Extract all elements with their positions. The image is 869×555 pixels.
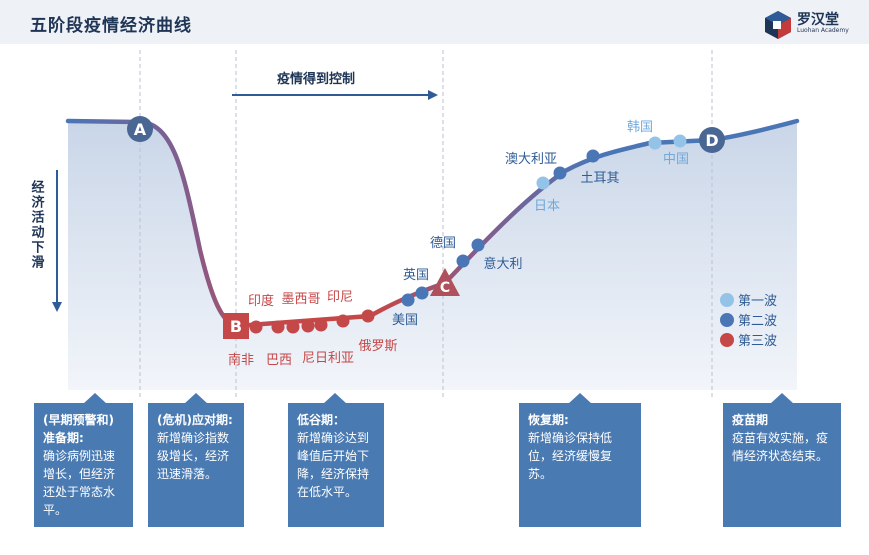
label-russia: 俄罗斯 bbox=[358, 339, 397, 354]
stage-title: 疫苗期 bbox=[732, 413, 769, 427]
header-bar bbox=[0, 0, 869, 44]
stage-card-vaccine: 疫苗期 疫苗有效实施，疫情经济状态结束。 bbox=[723, 403, 841, 527]
legend-wave2-swatch bbox=[720, 313, 734, 327]
dot-mexico bbox=[301, 319, 315, 333]
legend-wave3-swatch bbox=[720, 333, 734, 347]
label-india: 印度 bbox=[248, 293, 274, 309]
label-brazil: 巴西 bbox=[266, 353, 292, 368]
label-china: 中国 bbox=[663, 152, 689, 167]
label-germany: 德国 bbox=[430, 236, 456, 251]
point-b-label: B bbox=[230, 317, 242, 336]
brand-name: 罗汉堂 bbox=[797, 12, 839, 28]
label-south-africa: 南非 bbox=[228, 352, 254, 368]
cube-logo-icon bbox=[765, 11, 791, 39]
dot-south-africa bbox=[249, 320, 263, 334]
label-usa: 美国 bbox=[392, 313, 418, 328]
dot-indonesia bbox=[336, 314, 350, 328]
dot-germany bbox=[471, 238, 485, 252]
control-arrow-label: 疫情得到控制 bbox=[277, 71, 355, 87]
legend-wave1-label: 第一波 bbox=[738, 294, 777, 309]
label-korea: 韩国 bbox=[627, 120, 653, 135]
legend: 第一波 第二波 第三波 bbox=[720, 293, 777, 349]
label-uk: 英国 bbox=[403, 268, 429, 283]
legend-wave1-swatch bbox=[720, 293, 734, 307]
stage-desc: 新增确诊指数级增长，经济迅速滑落。 bbox=[157, 431, 230, 481]
brand-subtitle: Luohan Academy bbox=[797, 27, 849, 34]
point-a-marker: A bbox=[127, 116, 153, 142]
dot-brazil bbox=[286, 320, 300, 334]
stage-desc: 新增确诊达到峰值后开始下降，经济保持在低水平。 bbox=[297, 431, 370, 499]
page-title: 五阶段疫情经济曲线 bbox=[30, 16, 192, 36]
stage-desc: 新增确诊保持低位，经济缓慢复苏。 bbox=[528, 431, 613, 481]
dot-china bbox=[673, 134, 687, 148]
stage-card-trough: 低谷期： 新增确诊达到峰值后开始下降，经济保持在低水平。 bbox=[288, 403, 384, 527]
dot-italy bbox=[456, 254, 470, 268]
stage-card-preparation: (早期预警和)准备期: 确诊病例迅速增长，但经济还处于常态水平。 bbox=[34, 403, 133, 527]
stage-title: (危机)应对期: bbox=[157, 413, 233, 427]
dot-russia bbox=[361, 309, 375, 323]
legend-wave3-label: 第三波 bbox=[738, 334, 777, 349]
country-dots bbox=[249, 134, 687, 334]
dot-australia bbox=[553, 166, 567, 180]
dot-nigeria bbox=[314, 318, 328, 332]
point-a-label: A bbox=[134, 120, 147, 139]
dot-india bbox=[271, 320, 285, 334]
dot-turkey bbox=[586, 149, 600, 163]
dot-usa bbox=[401, 293, 415, 307]
point-b-marker: B bbox=[223, 313, 249, 339]
decline-arrow-label: 经济活动下滑 bbox=[29, 179, 45, 270]
stage-title: 恢复期: bbox=[528, 413, 569, 427]
stage-title: (早期预警和)准备期: bbox=[43, 413, 114, 445]
stage-desc: 疫苗有效实施，疫情经济状态结束。 bbox=[732, 431, 829, 463]
card-pointers bbox=[83, 393, 794, 404]
stage-card-response: (危机)应对期: 新增确诊指数级增长，经济迅速滑落。 bbox=[148, 403, 244, 527]
stage-dividers bbox=[139, 50, 713, 400]
stage-desc: 确诊病例迅速增长，但经济还处于常态水平。 bbox=[43, 449, 116, 517]
stage-title: 低谷期： bbox=[297, 413, 346, 427]
legend-wave2-label: 第二波 bbox=[738, 314, 777, 329]
label-nigeria: 尼日利亚 bbox=[302, 351, 354, 366]
country-labels: 南非 印度 巴西 墨西哥 尼日利亚 印尼 俄罗斯 美国 英国 德国 意大利 日本… bbox=[228, 120, 689, 368]
curve-area-fill bbox=[68, 121, 797, 390]
label-japan: 日本 bbox=[534, 199, 560, 214]
label-australia: 澳大利亚 bbox=[505, 151, 557, 167]
label-indonesia: 印尼 bbox=[327, 290, 353, 305]
point-d-label: D bbox=[705, 131, 718, 150]
dot-uk bbox=[415, 286, 429, 300]
point-c-marker: C bbox=[430, 268, 460, 296]
label-italy: 意大利 bbox=[483, 256, 522, 272]
dot-japan bbox=[536, 176, 550, 190]
label-mexico: 墨西哥 bbox=[281, 292, 320, 307]
point-d-marker: D bbox=[699, 127, 725, 153]
point-c-label: C bbox=[440, 280, 450, 296]
stage-card-recovery: 恢复期: 新增确诊保持低位，经济缓慢复苏。 bbox=[519, 403, 641, 527]
label-turkey: 土耳其 bbox=[580, 171, 619, 186]
dot-korea bbox=[648, 136, 662, 150]
